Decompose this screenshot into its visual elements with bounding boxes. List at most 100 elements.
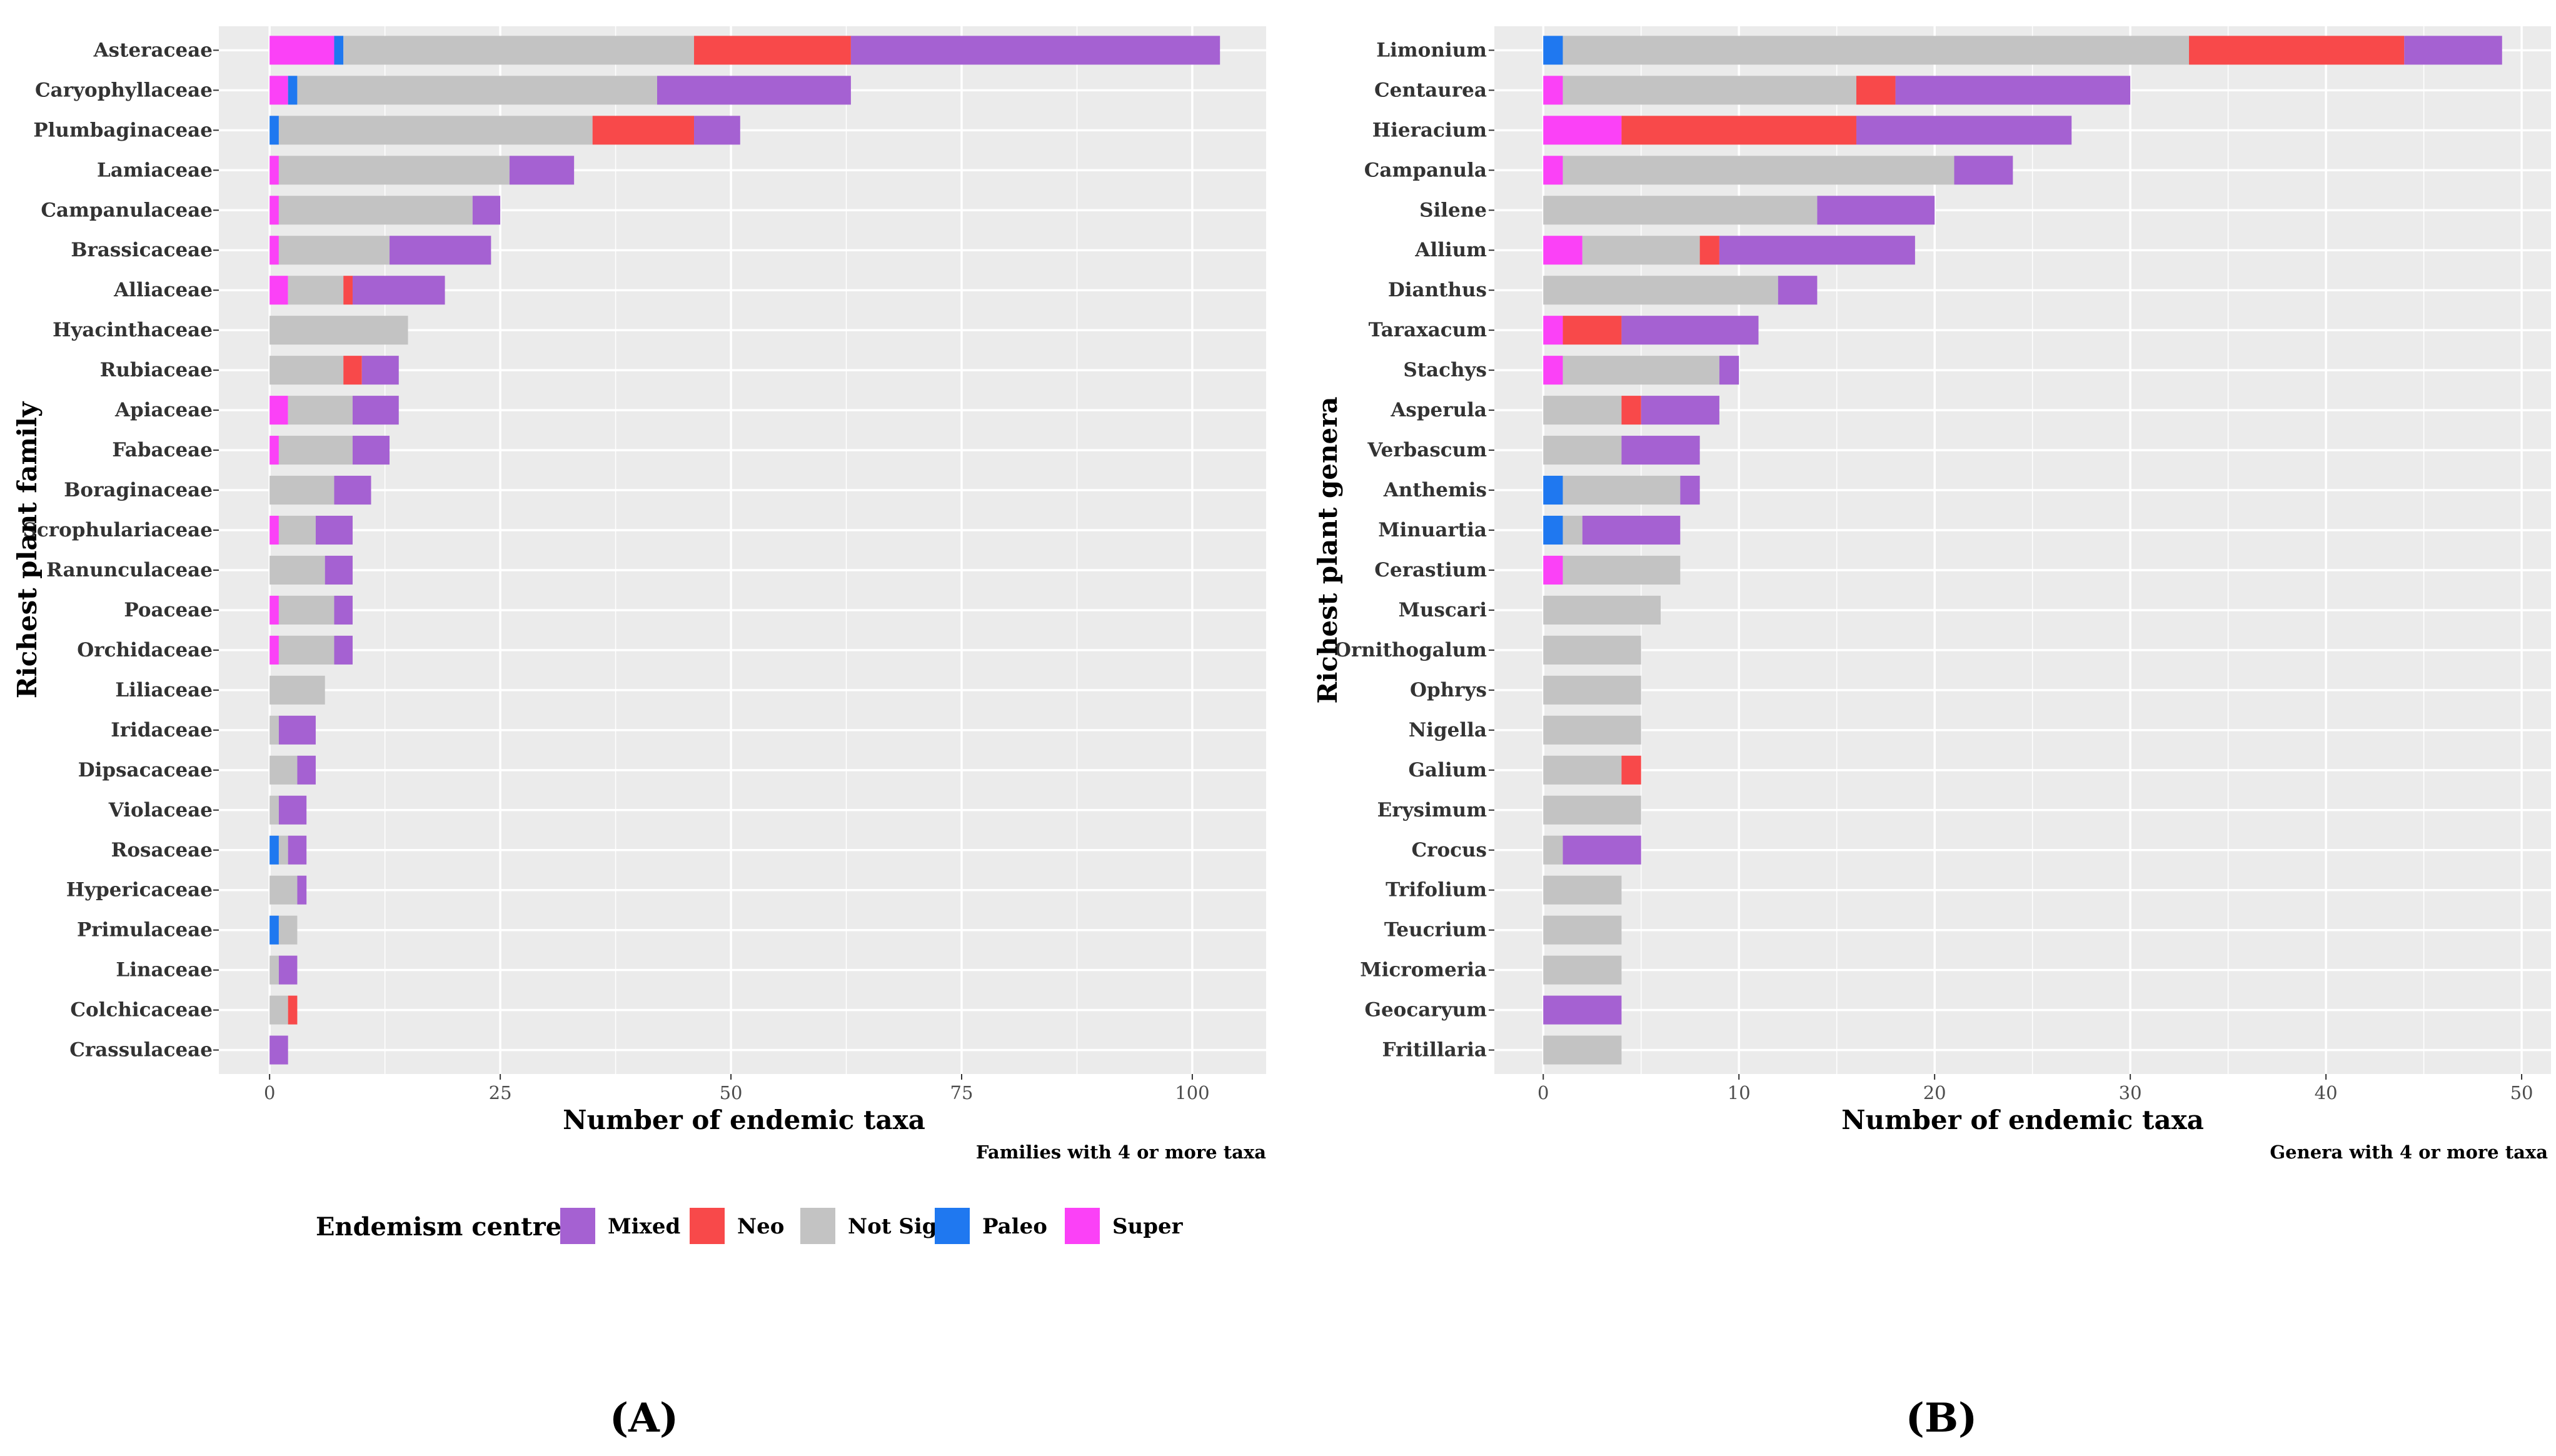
panel-a-chart: 0 25 50 75 100 Asteraceae Caryophyllaceae Plumb… [12, 26, 1266, 1163]
bar-lamiaceae-super [269, 156, 279, 185]
bar-plumbaginaceae-neo [592, 116, 695, 145]
bar-centaurea-super [1543, 76, 1563, 105]
category-label-hyacinthaceae: Hyacinthaceae [53, 319, 213, 341]
bar-colchicaceae-neo [288, 995, 298, 1025]
bar-hieracium-neo [1621, 116, 1856, 145]
bar-taraxacum-mixed [1621, 316, 1759, 345]
bar-allium-neo [1699, 236, 1719, 265]
category-label-limonium: Limonium [1376, 39, 1487, 61]
bar-boraginaceae-not-sig [269, 476, 335, 505]
bar-limonium-paleo [1543, 36, 1563, 65]
bar-primulaceae-paleo [269, 915, 279, 945]
bar-campanula-mixed [1954, 156, 2013, 185]
category-label-taraxacum: Taraxacum [1369, 319, 1487, 341]
bar-apiaceae-super [269, 396, 288, 425]
category-label-fabaceae: Fabaceae [112, 439, 213, 461]
bar-caryophyllaceae-mixed [657, 76, 851, 105]
category-label-violaceae: Violaceae [108, 799, 213, 821]
category-label-erysimum: Erysimum [1377, 799, 1487, 821]
category-label-campanulaceae: Campanulaceae [41, 199, 213, 221]
legend: Endemism centres Mixed Neo Not Sig Paleo Sup… [316, 1208, 1184, 1244]
category-label-ornithogalum: Ornithogalum [1334, 639, 1487, 661]
category-label-teucrium: Teucrium [1384, 919, 1487, 941]
category-label-geocaryum: Geocaryum [1364, 999, 1487, 1022]
bar-hieracium-super [1543, 116, 1622, 145]
bar-silene-not-sig [1543, 196, 1818, 225]
bar-linaceae-not-sig [269, 955, 279, 985]
x-tick-label: 40 [2315, 1082, 2338, 1103]
category-label-rosaceae: Rosaceae [111, 839, 213, 861]
bar-taraxacum-neo [1562, 316, 1622, 345]
bar-centaurea-mixed [1895, 76, 2131, 105]
bar-caryophyllaceae-paleo [288, 76, 298, 105]
category-label-dipsacaceae: Dipsacaceae [78, 759, 213, 781]
bar-plumbaginaceae-mixed [694, 116, 740, 145]
legend-title: Endemism centres [316, 1212, 576, 1242]
bar-plumbaginaceae-not-sig [278, 116, 593, 145]
bar-campanulaceae-mixed [472, 196, 501, 225]
x-tick-label: 50 [2510, 1082, 2533, 1103]
bar-scrophulariaceae-not-sig [278, 515, 316, 545]
bar-centaurea-neo [1856, 76, 1896, 105]
legend-swatch-not-sig [800, 1208, 835, 1244]
category-label-rubiaceae: Rubiaceae [100, 359, 213, 381]
bar-dipsacaceae-not-sig [269, 755, 298, 785]
category-label-crocus: Crocus [1411, 839, 1487, 861]
x-tick-label: 75 [950, 1082, 974, 1103]
category-label-micromeria: Micromeria [1360, 959, 1487, 982]
bar-rosaceae-not-sig [278, 835, 288, 865]
bar-allium-not-sig [1582, 236, 1700, 265]
category-label-apiaceae: Apiaceae [114, 399, 213, 421]
bar-brassicaceae-mixed [390, 236, 491, 265]
category-label-iridaceae: Iridaceae [111, 719, 213, 741]
bar-minuartia-mixed [1582, 515, 1681, 545]
bar-rubiaceae-neo [343, 356, 362, 385]
bar-taraxacum-super [1543, 316, 1563, 345]
category-label-allium: Allium [1414, 239, 1487, 261]
category-label-dianthus: Dianthus [1388, 279, 1487, 301]
y-axis-title: Richest plant family [12, 401, 43, 698]
bar-verbascum-not-sig [1543, 436, 1622, 465]
bar-dianthus-not-sig [1543, 276, 1778, 305]
bar-minuartia-not-sig [1562, 515, 1582, 545]
bar-crassulaceae-mixed [269, 1035, 288, 1065]
category-label-scrophulariaceae: Scrophulariaceae [23, 519, 213, 541]
bar-muscari-not-sig [1543, 595, 1661, 625]
category-label-brassicaceae: Brassicaceae [71, 239, 213, 261]
bar-fabaceae-not-sig [278, 436, 353, 465]
x-axis-title: Number of endemic taxa [1841, 1105, 2204, 1135]
bar-violaceae-not-sig [269, 795, 279, 825]
bar-iridaceae-mixed [278, 715, 316, 745]
bar-poaceae-not-sig [278, 595, 335, 625]
bar-campanula-super [1543, 156, 1563, 185]
bar-crocus-mixed [1562, 835, 1641, 865]
bar-limonium-not-sig [1562, 36, 2190, 65]
category-label-boraginaceae: Boraginaceae [64, 479, 213, 501]
bar-poaceae-mixed [334, 595, 353, 625]
category-label-verbascum: Verbascum [1367, 439, 1487, 461]
category-label-ranunculaceae: Ranunculaceae [46, 559, 213, 581]
category-label-colchicaceae: Colchicaceae [70, 999, 213, 1022]
bar-poaceae-super [269, 595, 279, 625]
bar-trifolium-not-sig [1543, 875, 1622, 905]
category-label-centaurea: Centaurea [1374, 79, 1487, 101]
bar-galium-not-sig [1543, 755, 1622, 785]
bar-rosaceae-mixed [288, 835, 307, 865]
bar-colchicaceae-not-sig [269, 995, 288, 1025]
category-label-minuartia: Minuartia [1378, 519, 1487, 541]
x-tick-label: 25 [489, 1082, 512, 1103]
panel-caption: Families with 4 or more taxa [976, 1142, 1266, 1163]
legend-swatch-paleo [935, 1208, 970, 1244]
category-label-ophrys: Ophrys [1410, 679, 1487, 701]
x-tick-label: 100 [1175, 1082, 1209, 1103]
bar-alliaceae-neo [343, 276, 353, 305]
bar-erysimum-not-sig [1543, 795, 1641, 825]
bar-ranunculaceae-not-sig [269, 555, 325, 585]
bar-anthemis-not-sig [1562, 476, 1681, 505]
category-label-orchidaceae: Orchidaceae [77, 639, 213, 661]
bar-caryophyllaceae-super [269, 76, 288, 105]
bar-apiaceae-mixed [352, 396, 399, 425]
bar-rosaceae-paleo [269, 835, 279, 865]
category-label-lamiaceae: Lamiaceae [97, 159, 213, 181]
